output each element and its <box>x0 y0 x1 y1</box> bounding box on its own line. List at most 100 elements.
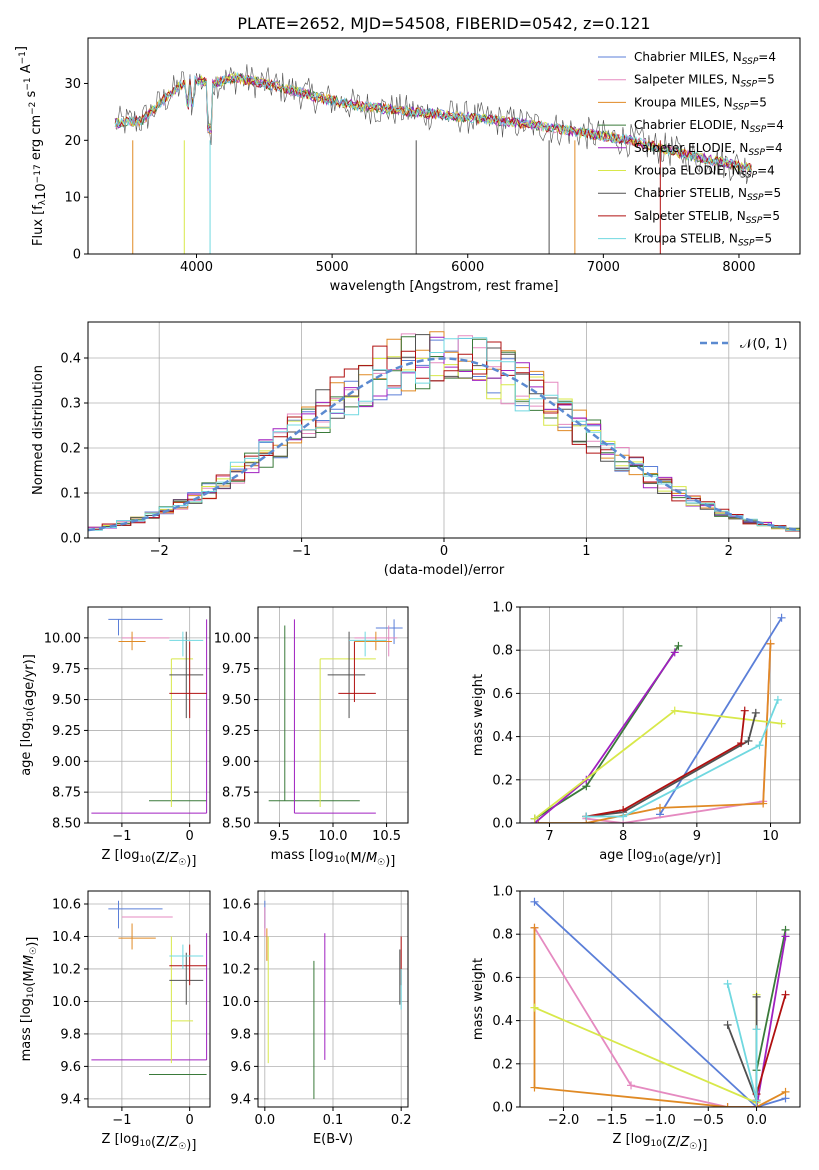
y-tick-label: 9.8 <box>60 1027 81 1042</box>
legend-label: Kroupa ELODIE, NSSP=4 <box>634 164 775 181</box>
weight-marker <box>752 1096 761 1105</box>
y-tick-label: 10.00 <box>44 631 81 646</box>
weight-marker <box>781 990 790 999</box>
weight-marker <box>670 706 679 715</box>
y-tick-label: 9.8 <box>230 1027 251 1042</box>
y-tick-label: 0.2 <box>492 773 513 788</box>
x-tick-label: 4000 <box>180 260 213 275</box>
axes-frame <box>87 606 211 824</box>
weight-marker <box>752 992 761 1001</box>
y-tick-label: 0.0 <box>60 532 81 547</box>
y-tick-label: 8.75 <box>222 786 251 801</box>
x-axis-label: (data-model)/error <box>384 563 505 578</box>
y-tick-label: 0.4 <box>492 730 513 745</box>
plot-area <box>91 900 208 1076</box>
legend-label: Chabrier ELODIE, NSSP=4 <box>634 118 784 135</box>
plot-area <box>530 613 786 823</box>
legend-label: Kroupa STELIB, NSSP=5 <box>634 232 772 249</box>
spectrum-8 <box>114 71 752 173</box>
figure-title: PLATE=2652, MJD=54508, FIBERID=0542, z=0… <box>237 14 650 33</box>
x-tick-label: 0.0 <box>746 1113 767 1128</box>
x-tick-label: 0.0 <box>254 1113 275 1128</box>
y-tick-label: 0.2 <box>492 1057 513 1072</box>
weight-line-8 <box>586 699 779 818</box>
weight-marker <box>752 1025 761 1034</box>
y-tick-label: 0.0 <box>492 1101 513 1116</box>
spectrum-legend: Chabrier MILES, NSSP=4 Salpeter MILES, NS… <box>598 50 784 249</box>
axes-frame <box>87 37 801 255</box>
y-tick-label: 10.0 <box>52 995 81 1010</box>
y-axis-label: mass weight <box>471 958 486 1040</box>
weight-marker <box>744 736 753 745</box>
plot-weight_vs_Z: −2.0 −1.5 −1.0 −0.5 0.0 0.0 0.2 0.4 0.6 0.8 1.0 Z [… <box>471 885 801 1153</box>
weight-line-1 <box>533 927 757 1107</box>
y-tick-label: 10.6 <box>52 897 81 912</box>
y-tick-label: 20 <box>64 134 81 149</box>
x-tick-label: 6000 <box>451 260 484 275</box>
legend-label: Salpeter STELIB, NSSP=5 <box>634 209 780 226</box>
weight-marker <box>530 814 539 823</box>
plot-area <box>268 619 403 814</box>
y-tick-label: 30 <box>64 77 81 92</box>
y-tick-label: 9.6 <box>230 1060 251 1075</box>
x-tick-label: 2 <box>725 544 733 559</box>
plot-area <box>264 900 402 1099</box>
weight-marker <box>759 799 768 808</box>
x-axis-label: Z [log10(Z/Z☉)] <box>102 848 197 869</box>
x-tick-label: 10 <box>762 829 779 844</box>
weight-marker <box>530 1083 539 1092</box>
legend-label: 𝒩(0, 1) <box>740 337 787 352</box>
x-axis-label: Z [log10(Z/Z☉)] <box>613 1132 708 1153</box>
y-tick-label: 0.3 <box>60 397 81 412</box>
x-tick-label: −1.5 <box>596 1113 628 1128</box>
weight-line-2 <box>533 927 786 1107</box>
histogram-series-5 <box>88 356 800 531</box>
y-tick-label: 10.2 <box>222 962 251 977</box>
y-tick-label: 9.75 <box>52 662 81 677</box>
plot-area <box>530 897 790 1107</box>
y-tick-label: 0.1 <box>60 487 81 502</box>
x-axis-label: mass [log10(M/M☉)] <box>271 848 396 869</box>
axes-frame <box>519 606 801 824</box>
y-tick-label: 1.0 <box>492 885 513 900</box>
plot-weight_vs_age: 7 8 9 10 0.0 0.2 0.4 0.6 0.8 1.0 age [log10(age/yr… <box>471 601 801 866</box>
legend-label: Chabrier MILES, NSSP=4 <box>634 50 776 67</box>
x-tick-label: 5000 <box>316 260 349 275</box>
x-tick-label: 10.5 <box>372 829 401 844</box>
histogram-series-7 <box>88 341 800 532</box>
plot-age_vs_mass: 9.5 10.0 10.5 8.50 8.75 9.00 9.25 9.50 9.75 10.00… <box>214 606 409 869</box>
y-tick-label: 10.4 <box>222 930 251 945</box>
weight-marker <box>773 695 782 704</box>
weight-marker <box>723 979 732 988</box>
x-tick-label: 9 <box>693 829 701 844</box>
y-tick-label: 9.25 <box>52 724 81 739</box>
normal-curve <box>88 357 800 532</box>
x-tick-label: 7000 <box>587 260 620 275</box>
weight-marker <box>582 812 591 821</box>
y-tick-label: 10.00 <box>214 631 251 646</box>
x-tick-label: 1 <box>582 544 590 559</box>
x-tick-label: 9.5 <box>269 829 290 844</box>
y-axis-label: Normed distribution <box>31 365 46 495</box>
weight-marker <box>737 739 746 748</box>
weight-line-6 <box>586 712 757 818</box>
y-axis-label: mass [log10(M/M☉)] <box>19 937 40 1062</box>
weight-marker <box>619 812 628 821</box>
x-tick-label: −0.5 <box>692 1113 724 1128</box>
y-tick-label: 0.2 <box>60 442 81 457</box>
legend-label: Salpeter ELODIE, NSSP=4 <box>634 141 783 158</box>
weight-marker <box>777 613 786 622</box>
x-tick-label: −1 <box>292 544 311 559</box>
plot-spectrum: 4000 5000 6000 7000 8000 0 10 20 30 wavelength [A… <box>14 37 801 294</box>
y-axis-label: age [log10(age/yr)] <box>19 654 37 776</box>
y-tick-label: 0 <box>73 248 81 263</box>
y-tick-label: 9.4 <box>60 1092 81 1107</box>
legend-label: Salpeter MILES, NSSP=5 <box>634 73 775 90</box>
weight-marker <box>656 803 664 812</box>
weight-marker <box>740 706 749 715</box>
weight-marker <box>530 1003 539 1012</box>
x-tick-label: −1.0 <box>644 1113 676 1128</box>
x-axis-label: E(B-V) <box>313 1132 353 1147</box>
x-tick-label: 0 <box>186 1113 194 1128</box>
